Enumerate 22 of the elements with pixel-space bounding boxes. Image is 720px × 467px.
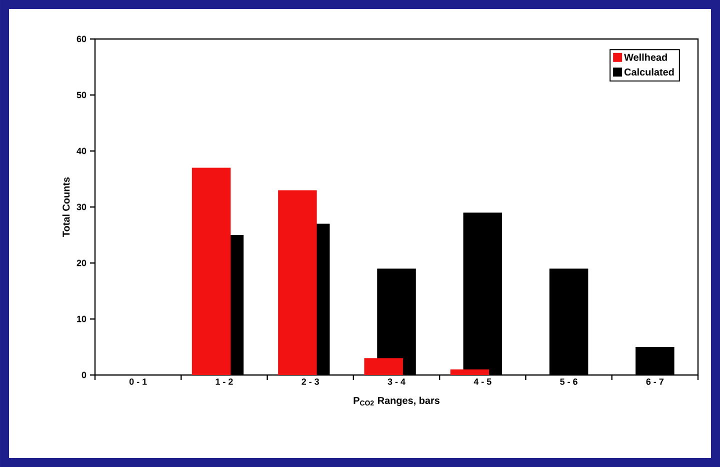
x-tick-label: 0 - 1 (129, 378, 147, 385)
legend-label: Calculated (624, 68, 674, 76)
x-tick-label: 3 - 4 (388, 378, 406, 385)
y-tick-label: 50 (76, 92, 86, 98)
bar (364, 358, 403, 375)
legend-label: Wellhead (624, 54, 667, 61)
x-tick-label: 1 - 2 (216, 378, 233, 385)
bar (450, 369, 490, 375)
x-axis-title: P$_{CO2}$ Ranges, bars (354, 396, 440, 406)
x-tick-label: 5 - 6 (560, 378, 578, 385)
y-tick-label: 30 (76, 204, 86, 210)
bar (192, 168, 231, 375)
y-tick-label: 20 (76, 260, 86, 266)
y-tick-label: 60 (76, 36, 86, 42)
x-tick-label: 4 - 5 (474, 378, 492, 385)
y-axis-title: Total Counts (62, 177, 70, 237)
bar (278, 190, 317, 375)
x-tick-label: 2 - 3 (302, 378, 319, 385)
x-tick-label: 6 - 7 (646, 378, 664, 385)
y-tick-label: 40 (76, 148, 86, 154)
y-tick-label: 10 (77, 316, 86, 322)
y-tick-label: 0 (82, 372, 86, 378)
